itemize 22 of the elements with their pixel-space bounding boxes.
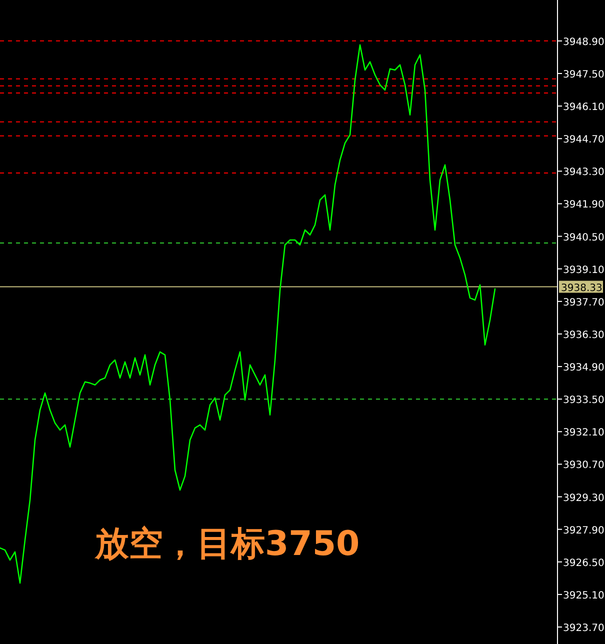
line-series [0,44,496,584]
y-tick-label: 3929.30 [563,492,604,504]
y-tick-label: 3947.50 [563,69,604,80]
y-tick-label: 3934.90 [563,362,604,374]
y-tick-label: 3948.90 [563,36,604,48]
y-tick-label: 3944.70 [563,134,604,146]
y-tick-label: 3926.50 [563,558,604,569]
y-tick-label: 3923.70 [563,623,604,634]
y-tick-label: 3937.70 [563,297,604,308]
y-tick-label: 3927.90 [563,525,604,536]
y-tick-label: 3943.30 [563,167,604,178]
y-tick-label: 3936.30 [563,330,604,341]
y-tick-label: 3946.10 [563,102,604,114]
y-tick-label: 3932.10 [563,428,604,439]
y-tick-label: 3939.10 [563,264,604,276]
y-tick-label: 3930.70 [563,460,604,472]
y-tick-label: 3941.90 [563,200,604,211]
y-tick-label: 3925.10 [563,590,604,602]
annotation: 放空，目标3750 [94,524,360,564]
y-tick-label: 3933.50 [563,395,604,406]
y-tick-label: 3940.50 [563,232,604,244]
ref-line-label: 3938.33 [561,282,602,294]
